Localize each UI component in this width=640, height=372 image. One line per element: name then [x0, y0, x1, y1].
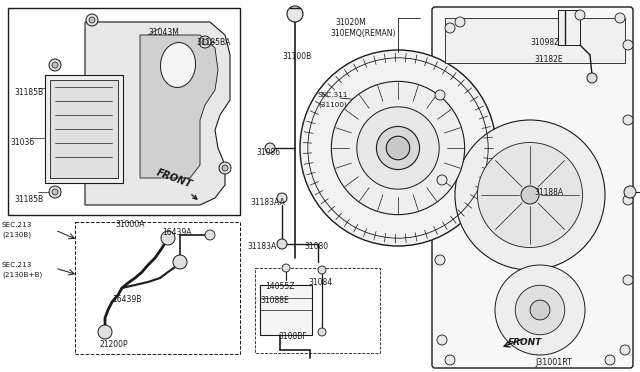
Text: 16439A: 16439A	[162, 228, 191, 237]
Bar	[75, 222, 240, 354]
Circle shape	[332, 81, 465, 215]
Text: 31098Z: 31098Z	[530, 38, 559, 47]
Text: SEC.311: SEC.311	[318, 92, 348, 98]
Text: 31185BA: 31185BA	[196, 38, 230, 47]
Circle shape	[219, 162, 231, 174]
Circle shape	[455, 17, 465, 27]
Circle shape	[515, 285, 564, 335]
Text: 31020M: 31020M	[335, 18, 365, 27]
Circle shape	[202, 39, 208, 45]
Circle shape	[376, 126, 420, 170]
Circle shape	[300, 50, 496, 246]
Circle shape	[623, 195, 633, 205]
Circle shape	[265, 143, 275, 153]
Circle shape	[89, 17, 95, 23]
Text: 31043M: 31043M	[148, 28, 179, 37]
Text: 31183A: 31183A	[247, 242, 276, 251]
Text: J31001RT: J31001RT	[535, 358, 572, 367]
Bar	[260, 285, 312, 335]
Polygon shape	[140, 35, 218, 178]
Circle shape	[445, 355, 455, 365]
Circle shape	[435, 90, 445, 100]
Text: (2130B+B): (2130B+B)	[2, 272, 42, 279]
Circle shape	[615, 13, 625, 23]
Circle shape	[445, 23, 455, 33]
Circle shape	[222, 165, 228, 171]
Circle shape	[435, 255, 445, 265]
Circle shape	[575, 10, 585, 20]
Circle shape	[387, 136, 410, 160]
Text: SEC.213: SEC.213	[2, 222, 33, 228]
Circle shape	[52, 189, 58, 195]
Circle shape	[587, 73, 597, 83]
Circle shape	[455, 120, 605, 270]
Ellipse shape	[161, 42, 196, 87]
Circle shape	[98, 325, 112, 339]
Circle shape	[49, 186, 61, 198]
Bar	[45, 75, 123, 183]
Circle shape	[205, 230, 215, 240]
Polygon shape	[85, 22, 230, 205]
Text: 31182E: 31182E	[534, 55, 563, 64]
Text: 3108BF: 3108BF	[278, 332, 307, 341]
Circle shape	[277, 239, 287, 249]
Text: 31185B: 31185B	[14, 195, 43, 204]
Text: (2130B): (2130B)	[2, 232, 31, 238]
Circle shape	[623, 115, 633, 125]
Circle shape	[521, 186, 539, 204]
Circle shape	[437, 335, 447, 345]
Circle shape	[199, 36, 211, 48]
Circle shape	[605, 355, 615, 365]
Circle shape	[530, 300, 550, 320]
Text: 31086: 31086	[256, 148, 280, 157]
Text: 31188A: 31188A	[534, 188, 563, 197]
Text: 14055Z: 14055Z	[265, 282, 294, 291]
Text: FRONT: FRONT	[508, 338, 542, 347]
Text: SEC.213: SEC.213	[2, 262, 33, 268]
Circle shape	[477, 142, 582, 247]
Text: 31000A: 31000A	[115, 220, 145, 229]
Text: 31088E: 31088E	[260, 296, 289, 305]
Text: 31100B: 31100B	[282, 52, 311, 61]
Bar	[50, 80, 118, 178]
Bar	[255, 268, 380, 353]
Text: (31100): (31100)	[318, 102, 347, 109]
Text: 310EMQ(REMAN): 310EMQ(REMAN)	[330, 29, 396, 38]
Circle shape	[495, 265, 585, 355]
Text: 31183AA: 31183AA	[250, 198, 285, 207]
Bar	[558, 10, 580, 45]
Circle shape	[161, 231, 175, 245]
Circle shape	[287, 6, 303, 22]
Text: FRONT: FRONT	[155, 168, 197, 199]
Circle shape	[52, 62, 58, 68]
Circle shape	[437, 175, 447, 185]
Text: 16439B: 16439B	[112, 295, 141, 304]
Bar	[8, 8, 240, 215]
Text: 21200P: 21200P	[100, 340, 129, 349]
Circle shape	[86, 14, 98, 26]
Text: 31084: 31084	[308, 278, 332, 287]
FancyBboxPatch shape	[432, 7, 633, 368]
Circle shape	[318, 328, 326, 336]
Circle shape	[357, 107, 439, 189]
Circle shape	[282, 264, 290, 272]
Circle shape	[623, 275, 633, 285]
Bar	[445, 18, 625, 63]
Text: 31185B: 31185B	[14, 88, 43, 97]
Circle shape	[49, 59, 61, 71]
Text: 31080: 31080	[304, 242, 328, 251]
Circle shape	[620, 345, 630, 355]
Text: 31036: 31036	[10, 138, 35, 147]
Circle shape	[277, 193, 287, 203]
Circle shape	[624, 186, 636, 198]
Circle shape	[173, 255, 187, 269]
Circle shape	[318, 266, 326, 274]
Circle shape	[623, 40, 633, 50]
